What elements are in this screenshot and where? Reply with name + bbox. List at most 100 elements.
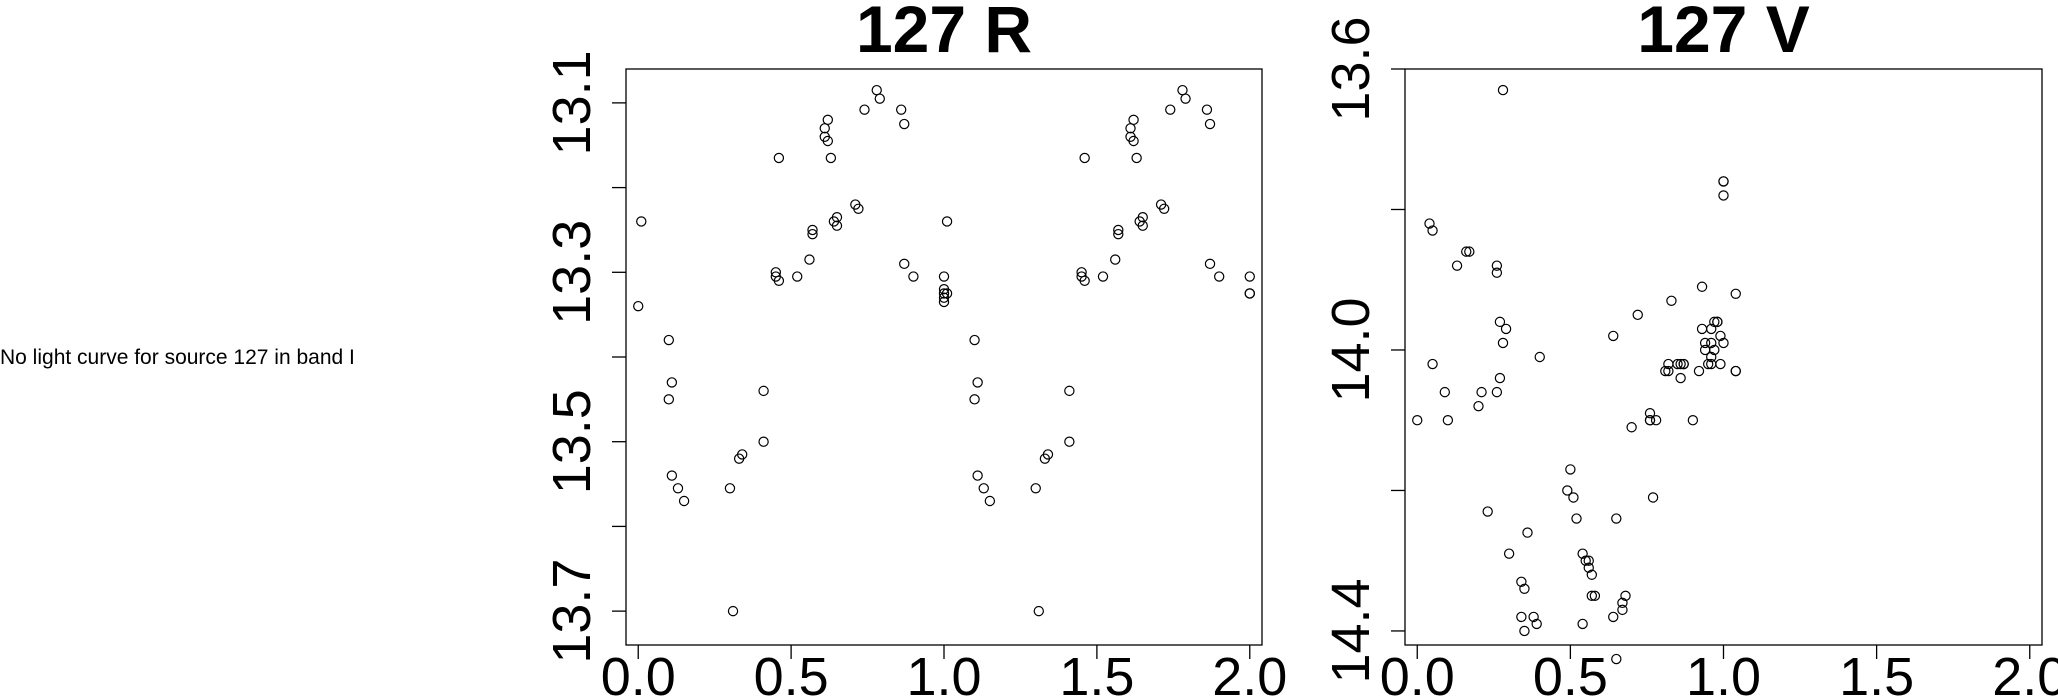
panel-2-data-point xyxy=(1531,618,1542,630)
panel-1-data-point xyxy=(978,483,989,494)
panel-1-title: 127 R xyxy=(856,0,1032,66)
panel-2-data-point xyxy=(1503,548,1515,559)
panel-2-data-point xyxy=(1491,260,1503,271)
panel-1-data-point xyxy=(984,495,996,507)
panel-1-data-point xyxy=(908,271,919,282)
panel-2-x-tick-label: 0.0 xyxy=(1380,647,1455,699)
panel-1-x-tick-label: 1.0 xyxy=(906,647,981,699)
panel-2-data-point xyxy=(1534,351,1545,363)
panel-1-data-point xyxy=(1042,449,1054,460)
panel-1-data-point xyxy=(1244,288,1255,299)
panel-1-data-point xyxy=(859,104,870,115)
panel-2-data-point xyxy=(1706,351,1717,363)
panel-2-data-point xyxy=(1528,611,1539,623)
panel-1-data-point xyxy=(663,394,675,405)
panel-2-data-point xyxy=(1699,337,1711,349)
panel-1-data-point xyxy=(1137,212,1148,223)
panel-2-data-point xyxy=(1712,316,1723,328)
panel-1-data-point xyxy=(969,334,980,346)
panel-1-data-point xyxy=(672,483,684,494)
panel-2-data-point xyxy=(1516,576,1527,587)
panel-2-data-point xyxy=(1715,358,1726,370)
panel-1-x-tick-label: 1.5 xyxy=(1059,647,1134,699)
panel-2-data-point xyxy=(1644,407,1656,419)
panel-2-y-tick-label: 14.0 xyxy=(1321,297,1381,402)
panel-1-data-point xyxy=(825,152,837,164)
panel-2-data-point xyxy=(1666,295,1677,307)
panel-2-data-point xyxy=(1586,569,1598,580)
panel-2-data-point xyxy=(1730,288,1741,299)
panel-2-data-point xyxy=(1687,415,1699,426)
panel-2-data-point xyxy=(1583,562,1594,573)
panel-2-data-point xyxy=(1709,344,1720,356)
panel-1-x-tick-label: 0.5 xyxy=(754,647,829,699)
panel-2-data-point xyxy=(1675,372,1686,384)
panel-2-data-point xyxy=(1482,506,1493,517)
panel-2-data-point xyxy=(1497,337,1509,349)
panel-1-data-point xyxy=(666,470,678,481)
panel-1-data-point xyxy=(758,385,769,397)
panel-2-data-point xyxy=(1562,485,1573,496)
panel-2-data-point xyxy=(1650,415,1662,426)
panel-1-plot-frame xyxy=(625,68,1263,646)
panel-2-y-tick-label: 14.4 xyxy=(1321,578,1381,683)
panel-1-data-point xyxy=(736,449,748,460)
panel-2-data-point xyxy=(1696,281,1708,292)
panel-1-data-point xyxy=(663,334,675,346)
panel-1-data-point xyxy=(972,377,983,388)
panel-2-data-point xyxy=(1718,337,1729,349)
panel-2-data-point xyxy=(1494,316,1506,328)
panel-1-data-point xyxy=(636,216,647,227)
panel-2-data-point xyxy=(1577,618,1588,630)
panel-2-data-point xyxy=(1580,555,1591,566)
panel-1-data-point xyxy=(666,377,678,388)
panel-2-data-point xyxy=(1451,260,1463,271)
panel-2-data-point xyxy=(1718,176,1729,187)
panel-2-data-point xyxy=(1730,365,1741,377)
panel-1-data-point xyxy=(773,152,785,164)
panel-2-data-point xyxy=(1476,386,1487,398)
panel-2-data-point xyxy=(1571,513,1582,524)
panel-1-y-tick-label: 13.3 xyxy=(542,220,602,325)
panel-2-plot-frame xyxy=(1404,68,2043,646)
panel-2-data-point xyxy=(1519,583,1530,595)
panel-1-data-point xyxy=(1113,228,1124,240)
panel-1-data-point xyxy=(1030,483,1041,494)
panel-1-data-point xyxy=(871,84,882,96)
panel-1-data-point xyxy=(1097,271,1109,282)
panel-2-data-point xyxy=(1644,415,1656,426)
panel-2-data-point xyxy=(1427,358,1438,370)
panel-2-data-point xyxy=(1660,365,1671,377)
panel-1-data-point xyxy=(899,258,910,270)
panel-2-data-point xyxy=(1424,218,1435,229)
panel-2-data-point xyxy=(1565,464,1576,475)
panel-2-data-point xyxy=(1678,358,1689,370)
panel-1-data-point xyxy=(972,470,983,481)
panel-2-data-point xyxy=(1568,492,1579,503)
panel-2-data-point xyxy=(1632,309,1643,321)
panel-1-data-point xyxy=(831,220,843,231)
panel-2-data-point xyxy=(1620,590,1631,602)
panel-2-data-point xyxy=(1663,365,1674,377)
panel-1-data-point xyxy=(938,271,950,282)
panel-1-data-point xyxy=(807,228,818,240)
panel-1-data-point xyxy=(1244,271,1255,282)
panel-2-data-point xyxy=(1519,625,1530,637)
panel-2-y-tick-label: 13.6 xyxy=(1321,16,1381,121)
panel-1-data-point xyxy=(678,495,690,507)
panel-1-data-point xyxy=(1079,152,1090,164)
panel-1-data-point xyxy=(1204,118,1216,130)
panel-2-data-point xyxy=(1672,358,1683,370)
panel-1-data-point xyxy=(807,224,818,236)
panel-1-data-point xyxy=(1180,93,1191,104)
panel-2-data-point xyxy=(1675,358,1686,370)
panel-2-data-point xyxy=(1412,415,1423,426)
panel-2-title: 127 V xyxy=(1637,0,1809,66)
panel-2-data-point xyxy=(1715,330,1726,342)
panel-1-data-point xyxy=(819,123,830,134)
panel-2-data-point xyxy=(1696,323,1708,335)
panel-1-data-point xyxy=(1165,104,1176,115)
panel-1-data-point xyxy=(822,135,834,147)
panel-1-data-point xyxy=(1131,152,1142,164)
